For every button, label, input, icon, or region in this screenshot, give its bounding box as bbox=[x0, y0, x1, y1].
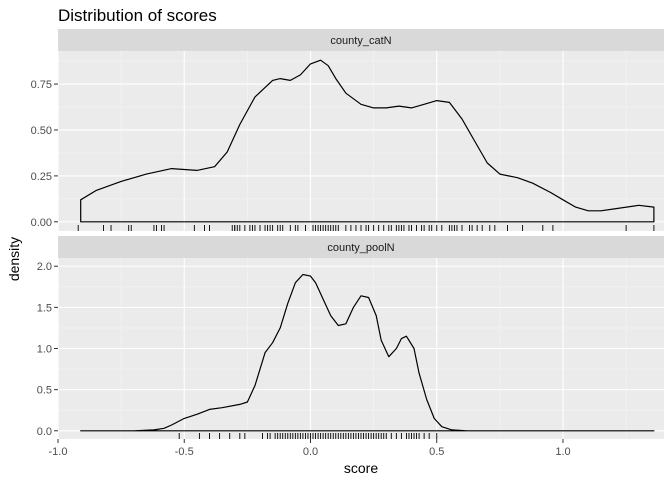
x-axis-title: score bbox=[344, 460, 378, 476]
x-tick-label: 0.0 bbox=[303, 446, 318, 458]
rug-marks bbox=[178, 433, 438, 439]
y-tick-label: 0.5 bbox=[37, 385, 52, 397]
facet-county-poolN: county_poolN 0.0 0.5 1.0 1.5 2.0 bbox=[37, 236, 664, 439]
y-axis-title: density bbox=[6, 237, 22, 281]
y-tick-label: 0.00 bbox=[31, 217, 52, 229]
density-curve bbox=[80, 273, 655, 432]
x-tick-label: 1.0 bbox=[555, 446, 570, 458]
y-tick-label: 1.5 bbox=[37, 302, 52, 314]
y-tick-label: 0.0 bbox=[37, 426, 52, 438]
y-tick-label: 2.0 bbox=[37, 261, 52, 273]
density-series bbox=[80, 273, 655, 432]
density-curve bbox=[80, 59, 655, 223]
x-tick-label: 0.5 bbox=[429, 446, 444, 458]
facet-label: county_poolN bbox=[327, 242, 394, 254]
chart-title: Distribution of scores bbox=[58, 6, 217, 25]
density-series bbox=[80, 59, 655, 223]
facet-county-catN: county_catN 0.00 0.25 0.50 0.75 bbox=[31, 29, 664, 231]
y-axis-ticks: 0.0 0.5 1.0 1.5 2.0 bbox=[37, 261, 58, 438]
y-axis-ticks: 0.00 0.25 0.50 0.75 bbox=[31, 79, 58, 229]
y-tick-label: 0.50 bbox=[31, 125, 52, 137]
plot-panel bbox=[58, 51, 664, 231]
facet-label: county_catN bbox=[330, 35, 391, 47]
y-tick-label: 1.0 bbox=[37, 344, 52, 356]
y-tick-label: 0.25 bbox=[31, 171, 52, 183]
x-axis-ticks: -1.0 -0.5 0.0 0.5 1.0 bbox=[49, 439, 571, 458]
x-tick-label: -1.0 bbox=[49, 446, 68, 458]
y-tick-label: 0.75 bbox=[31, 79, 52, 91]
rug-marks bbox=[77, 225, 655, 231]
facet-strip bbox=[58, 236, 664, 258]
facet-strip bbox=[58, 29, 664, 51]
x-tick-label: -0.5 bbox=[175, 446, 194, 458]
